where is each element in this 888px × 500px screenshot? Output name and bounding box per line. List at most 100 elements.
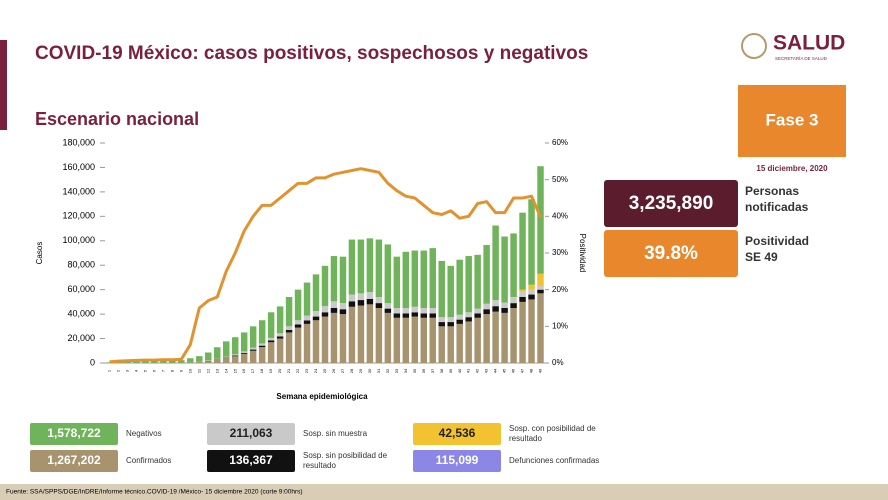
y-tick-label: 140,000 (62, 186, 95, 196)
bar-segment (267, 340, 275, 343)
bar-segment (178, 360, 185, 363)
bar-segment (465, 256, 472, 313)
x-tick-label: 5 (142, 369, 147, 372)
y2-axis-title: Positividad (578, 234, 587, 273)
x-axis-title: Semana epidemiológica (276, 392, 368, 401)
bar-segment (267, 337, 275, 341)
y-tick-label: 160,000 (62, 162, 95, 172)
bar-segment (366, 298, 374, 305)
bar-segment (240, 351, 248, 353)
bar-segment (510, 308, 517, 363)
y2-tick-label: 10% (552, 321, 568, 330)
x-tick-label: 47 (520, 368, 525, 373)
bar-segment (366, 238, 374, 293)
x-tick-label: 27 (340, 368, 345, 373)
bar-segment (492, 306, 499, 312)
bar-segment (474, 308, 481, 314)
bar-segment (303, 323, 311, 363)
bar-segment (393, 256, 401, 308)
y2-tick-label: 30% (552, 248, 568, 257)
notified-label-box: Personas notificadas (745, 184, 808, 214)
bar-segment (330, 256, 338, 302)
bar-segment (492, 300, 499, 307)
logo-sub: SECRETARÍA DE SALUD (775, 55, 828, 61)
bar-segment (501, 302, 508, 308)
bar-segment (375, 303, 383, 308)
bar-segment (375, 308, 383, 363)
bar-segment (339, 256, 347, 304)
phase-box (738, 85, 846, 157)
bar-segment (528, 294, 535, 300)
bar-segment (528, 299, 535, 363)
x-tick-label: 28 (349, 368, 354, 373)
x-tick-label: 19 (268, 368, 273, 373)
x-tick-label: 32 (385, 368, 390, 373)
y2-tick-label: 60% (552, 138, 568, 147)
bar-segment (294, 327, 302, 363)
bar-segment (222, 341, 230, 357)
bar-segment (231, 355, 239, 357)
bar-segment (420, 317, 428, 363)
legend-label: Confirmados (126, 456, 172, 465)
bar-segment (519, 301, 526, 363)
bar-segment (312, 320, 320, 363)
bar-segment (321, 306, 329, 313)
x-tick-label: 41 (466, 368, 471, 373)
bar-segment (438, 326, 445, 363)
bar-segment (249, 350, 257, 363)
x-tick-label: 40 (457, 368, 462, 373)
legend-swatch (413, 423, 501, 445)
y-tick-label: 120,000 (62, 211, 95, 221)
accent-bar (0, 40, 7, 130)
bar-segment (465, 312, 472, 318)
bar-segment (348, 239, 356, 295)
bar-segment (330, 308, 338, 313)
bar-segment (258, 347, 266, 363)
bar-segment (483, 245, 490, 304)
y2-tick-label: 20% (552, 285, 568, 294)
y2-tick-label: 40% (552, 211, 568, 220)
bar-segment (294, 324, 302, 328)
legend-label-box: Sosp. sin posibilidad de resultado (303, 451, 387, 470)
bar-segment (276, 338, 284, 363)
x-tick-label: 30 (367, 368, 372, 373)
bar-segment (231, 337, 239, 355)
x-tick-label: 7 (160, 369, 165, 372)
bar-segment (438, 322, 445, 327)
x-tick-label: 37 (430, 368, 435, 373)
bar-segment (222, 356, 230, 358)
bar-segment (205, 352, 212, 361)
y-tick-label: 60,000 (67, 284, 95, 294)
bar-segment (429, 248, 436, 308)
x-tick-label: 33 (394, 368, 399, 373)
bar-segment (519, 212, 526, 290)
bar-segment (519, 289, 526, 293)
x-tick-label: 25 (322, 368, 327, 373)
bar-segment (267, 342, 275, 363)
bar-segment (285, 332, 293, 363)
bar-segment (438, 317, 445, 323)
bar-segment (456, 314, 463, 320)
bar-segment (537, 273, 544, 286)
bar-segment (276, 336, 284, 339)
positivity-label: Positividad SE 49 (745, 234, 810, 264)
bar-segment (519, 297, 526, 302)
bar-segment (384, 303, 392, 309)
x-tick-label: 46 (511, 368, 516, 373)
bar-segment (420, 313, 428, 318)
bar-segment (214, 347, 221, 359)
bar-segment (393, 313, 401, 318)
notified-box (604, 180, 738, 227)
x-tick-label: 31 (376, 368, 381, 373)
bar-segment (456, 323, 463, 363)
legend-total: 1,267,202 (47, 453, 101, 467)
bar-segment (510, 233, 517, 297)
bar-segment (258, 343, 266, 346)
bar-segment (124, 361, 131, 363)
x-tick-label: 1 (107, 369, 112, 372)
bar-segment (348, 301, 356, 307)
positivity-box (604, 230, 738, 277)
bar-segment (420, 308, 428, 314)
x-tick-label: 16 (241, 368, 246, 373)
